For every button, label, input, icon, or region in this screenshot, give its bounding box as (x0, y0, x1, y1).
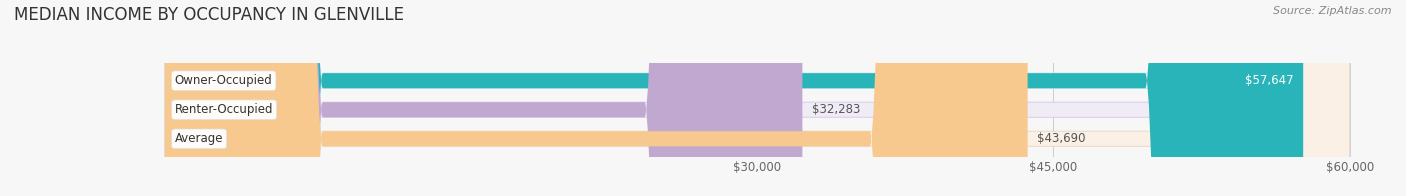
Text: $32,283: $32,283 (813, 103, 860, 116)
FancyBboxPatch shape (165, 0, 1303, 196)
Text: Average: Average (174, 132, 224, 145)
Text: Source: ZipAtlas.com: Source: ZipAtlas.com (1274, 6, 1392, 16)
FancyBboxPatch shape (165, 0, 1028, 196)
FancyBboxPatch shape (165, 0, 1350, 196)
FancyBboxPatch shape (165, 0, 1350, 196)
Text: Renter-Occupied: Renter-Occupied (174, 103, 273, 116)
Text: $57,647: $57,647 (1244, 74, 1294, 87)
FancyBboxPatch shape (165, 0, 1350, 196)
Text: Owner-Occupied: Owner-Occupied (174, 74, 273, 87)
Text: $43,690: $43,690 (1038, 132, 1085, 145)
FancyBboxPatch shape (165, 0, 803, 196)
Text: MEDIAN INCOME BY OCCUPANCY IN GLENVILLE: MEDIAN INCOME BY OCCUPANCY IN GLENVILLE (14, 6, 404, 24)
